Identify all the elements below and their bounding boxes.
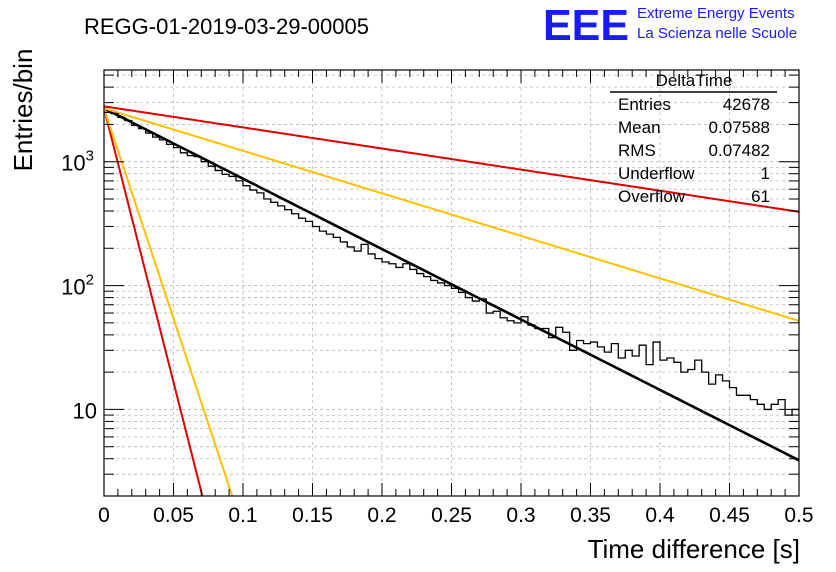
- y-tick-exponent: 3: [86, 148, 94, 165]
- stats-label: Overflow: [618, 187, 686, 206]
- stats-label: Mean: [618, 118, 661, 137]
- fit-curve-lower-yellow: [104, 107, 234, 496]
- histogram-outline: [104, 111, 799, 416]
- x-tick-label: 0.15: [292, 504, 333, 527]
- axis-ticks: [103, 70, 800, 497]
- fit-curve-upper-red: [104, 105, 799, 213]
- x-tick-label: 0: [98, 504, 110, 527]
- x-tick-label: 0.5: [784, 504, 813, 527]
- fit-curve-upper-yellow: [104, 107, 799, 322]
- stats-value: 1: [761, 164, 770, 183]
- stats-box: DeltaTime Entries 42678 Mean 0.07588 RMS 0.07…: [610, 71, 777, 206]
- stats-value: 42678: [723, 95, 770, 114]
- grid: [104, 70, 799, 497]
- logo-mark: EEE: [543, 1, 629, 50]
- x-axis-label: Time difference [s]: [588, 534, 800, 564]
- y-tick-label: 10: [73, 398, 97, 423]
- eee-logo: EEE Extreme Energy Events La Scienza nel…: [543, 1, 797, 50]
- x-tick-label: 0.05: [153, 504, 194, 527]
- x-tick-label: 0.2: [367, 504, 396, 527]
- x-tick-label: 0.25: [431, 504, 472, 527]
- x-tick-label: 0.45: [709, 504, 750, 527]
- stats-label: RMS: [618, 141, 656, 160]
- y-tick-label: 103: [61, 148, 94, 176]
- y-tick-label: 102: [61, 272, 94, 300]
- stats-value: 0.07588: [709, 118, 770, 137]
- x-tick-label: 0.35: [570, 504, 611, 527]
- x-tick-label: 0.3: [506, 504, 535, 527]
- stats-value: 61: [751, 187, 770, 206]
- y-axis-label: Entries/bin: [8, 49, 38, 172]
- x-tick-label: 0.1: [228, 504, 257, 527]
- stats-label: Entries: [618, 95, 671, 114]
- chart-title: REGG-01-2019-03-29-00005: [84, 14, 369, 39]
- fit-curve-fit: [104, 107, 799, 462]
- y-tick-exponent: 2: [86, 272, 94, 289]
- fit-curves: [104, 105, 799, 496]
- logo-line-2: La Scienza nelle Scuole: [637, 25, 797, 42]
- stats-label: Underflow: [618, 164, 695, 183]
- x-tick-label: 0.4: [645, 504, 675, 527]
- histogram: [104, 111, 799, 416]
- logo-line-1: Extreme Energy Events: [637, 5, 795, 22]
- axis-labels: REGG-01-2019-03-29-00005 Time difference…: [8, 14, 814, 564]
- stats-title: DeltaTime: [656, 71, 733, 90]
- stats-value: 0.07482: [709, 141, 770, 160]
